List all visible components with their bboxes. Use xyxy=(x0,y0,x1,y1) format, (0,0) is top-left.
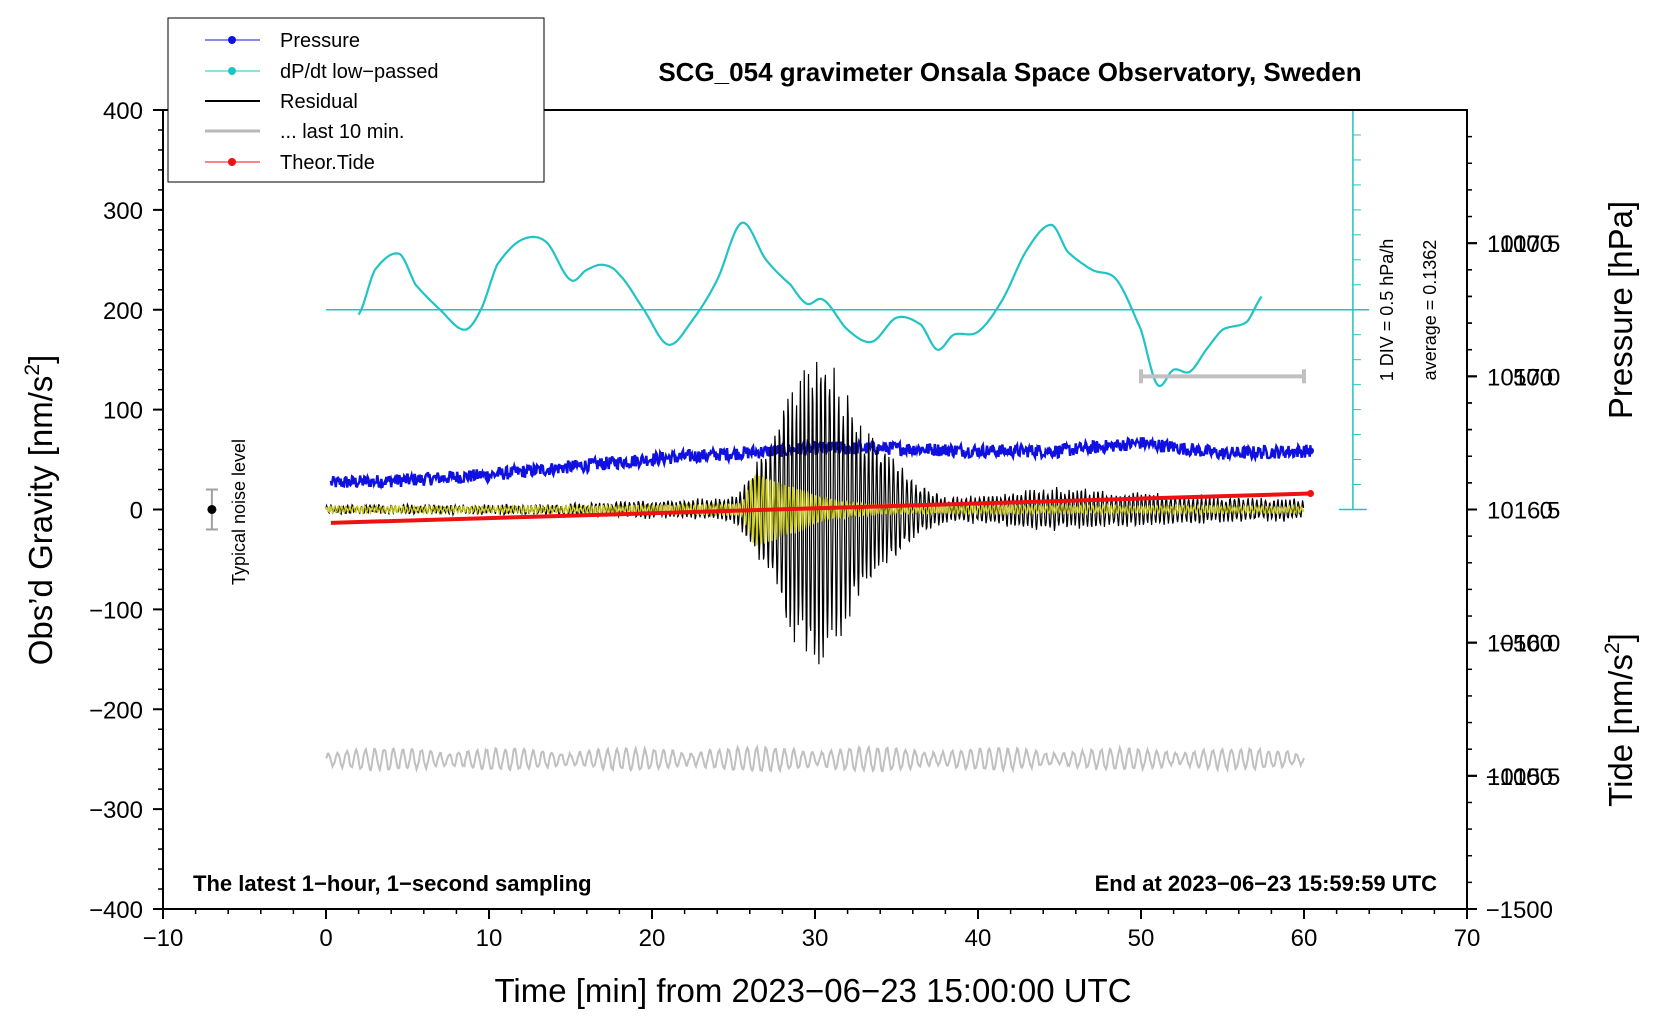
x-tick-label: 60 xyxy=(1291,925,1318,952)
chart-title: SCG_054 gravimeter Onsala Space Observat… xyxy=(658,57,1361,87)
axis-layer: −10 0 10 20 30 40 50 60 704003002001000−100−200−… xyxy=(89,98,1560,952)
footer-right: End at 2023−06−23 15:59:59 UTC xyxy=(1095,871,1438,896)
y-tide-tick-label: −1000 xyxy=(1486,764,1553,791)
y-tide-tick-label: 1000 xyxy=(1500,231,1553,258)
x-tick-label: 40 xyxy=(965,925,992,952)
x-tick-label: 30 xyxy=(802,925,829,952)
y-left-tick-label: 400 xyxy=(103,98,143,125)
y-axis-title-tide-sup: 2 xyxy=(1601,642,1624,654)
legend-label-residual: Residual xyxy=(280,91,358,113)
legend-marker-tide xyxy=(228,158,236,166)
y-pressure-tick-label: 1017.0 xyxy=(1487,364,1560,391)
y-pressure-tick-label: 1016.0 xyxy=(1487,631,1560,658)
x-tick-label: 50 xyxy=(1128,925,1155,952)
x-tick-label: 20 xyxy=(639,925,666,952)
tide-line xyxy=(330,491,1311,525)
y-tide-tick-label: −500 xyxy=(1499,631,1553,658)
tide-end-marker xyxy=(1307,490,1315,498)
legend-label-last10: ... last 10 min. xyxy=(280,121,405,143)
y-left-tick-label: −300 xyxy=(89,797,143,824)
legend-item-pressure: Pressure xyxy=(205,30,360,52)
legend-label-dpdt: dP/dt low−passed xyxy=(280,61,438,83)
legend-marker-pressure xyxy=(228,36,236,44)
y-left-tick-label: 300 xyxy=(103,198,143,225)
y-tide-tick-label: 500 xyxy=(1513,364,1553,391)
y-axis-title-left: Obs’d Gravity [nm/s2] xyxy=(21,355,59,666)
footer-left: The latest 1−hour, 1−second sampling xyxy=(193,871,592,896)
legend-item-tide: Theor.Tide xyxy=(205,152,375,174)
dpdt-average-label: average = 0.1362 xyxy=(1420,240,1440,381)
series-layer xyxy=(205,110,1370,774)
y-tide-tick-label: −1500 xyxy=(1486,897,1553,924)
y-axis-title-left-main: Obs’d Gravity [nm/s xyxy=(22,376,59,666)
y-pressure-tick-label: 1015.5 xyxy=(1487,764,1560,791)
legend: Pressure dP/dt low−passed Residual ... l… xyxy=(167,17,545,183)
last10-line xyxy=(325,744,1305,774)
dpdt-line xyxy=(357,221,1263,387)
y-axis-title-left-sup: 2 xyxy=(21,364,44,376)
y-left-tick-label: 200 xyxy=(103,298,143,325)
y-axis-title-tide: Tide [nm/s2] xyxy=(1601,633,1639,807)
legend-marker-dpdt xyxy=(228,67,236,75)
x-axis-title: Time [min] from 2023−06−23 15:00:00 UTC xyxy=(494,972,1131,1009)
x-tick-label: −10 xyxy=(143,925,184,952)
dpdt-scale-label: 1 DIV = 0.5 hPa/h xyxy=(1377,239,1397,382)
x-tick-label: 0 xyxy=(319,925,332,952)
legend-label-pressure: Pressure xyxy=(280,30,360,52)
y-axis-title-tide-main: Tide [nm/s xyxy=(1602,654,1639,807)
y-axis-title-pressure: Pressure [hPa] xyxy=(1602,201,1639,419)
y-axis-title-tide-tail: ] xyxy=(1602,633,1639,642)
legend-item-last10: ... last 10 min. xyxy=(205,121,405,143)
y-axis-title-left-tail: ] xyxy=(22,355,59,364)
y-left-tick-label: −400 xyxy=(89,897,143,924)
pressure-end-marker xyxy=(1307,447,1315,455)
x-tick-label: 10 xyxy=(476,925,503,952)
y-tide-tick-label: 0 xyxy=(1540,498,1553,525)
legend-item-dpdt: dP/dt low−passed xyxy=(205,61,438,83)
y-left-tick-label: −100 xyxy=(89,597,143,624)
x-tick-label: 70 xyxy=(1454,925,1481,952)
legend-label-tide: Theor.Tide xyxy=(280,152,375,174)
y-left-tick-label: 100 xyxy=(103,398,143,425)
y-pressure-tick-label: 1017.5 xyxy=(1487,231,1560,258)
noise-point xyxy=(207,505,217,514)
noise-level-label: Typical noise level xyxy=(229,439,249,585)
y-pressure-tick-label: 1016.5 xyxy=(1487,498,1560,525)
y-left-tick-label: 0 xyxy=(130,498,143,525)
legend-item-residual: Residual xyxy=(205,91,358,113)
y-left-tick-label: −200 xyxy=(89,697,143,724)
